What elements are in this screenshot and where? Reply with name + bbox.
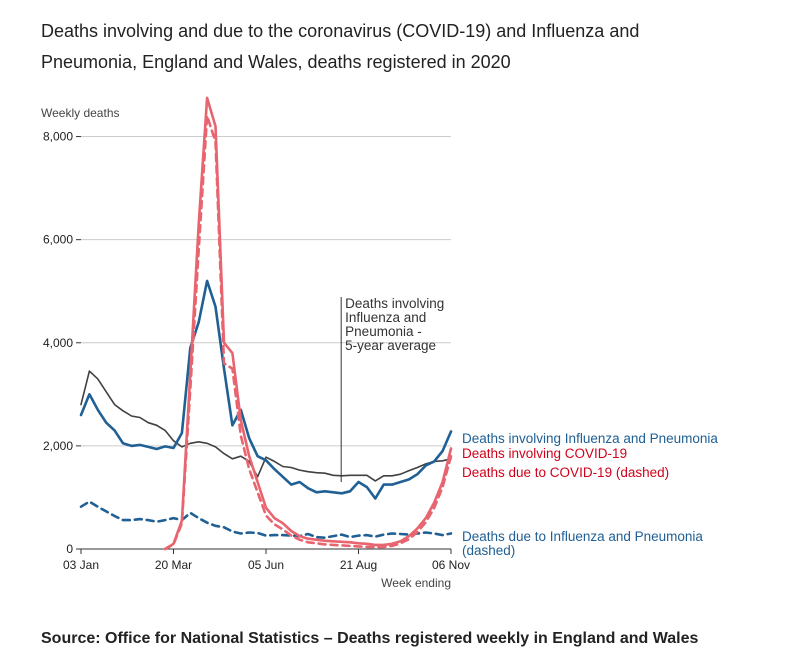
y-tick-label: 4,000: [43, 336, 73, 350]
series-line-deaths-involving-influenza-and-pneumonia: [79, 279, 453, 500]
series-line-deaths-due-to-influenza-and-pneumonia-dashed: [79, 500, 453, 540]
x-tick-label: 06 Nov: [432, 558, 470, 572]
series-line-deaths-due-to-covid-19-dashed: [163, 114, 453, 551]
series-label: Deaths involving Influenza and Pneumonia: [462, 431, 718, 446]
y-tick-label: 0: [66, 542, 73, 556]
annotation-text: Pneumonia -: [345, 324, 422, 339]
y-tick-label: 6,000: [43, 233, 73, 247]
series-label: Deaths involving COVID-19: [462, 446, 627, 461]
annotation-text: Influenza and: [345, 310, 426, 325]
series-line-deaths-involving-covid-19: [163, 96, 453, 551]
x-tick-label: 03 Jan: [63, 558, 99, 572]
series-label: (dashed): [462, 543, 515, 558]
y-tick-label: 2,000: [43, 439, 73, 453]
x-tick-label: 05 Jun: [248, 558, 284, 572]
y-tick-label: 8,000: [43, 130, 73, 144]
annotation-text: 5-year average: [345, 338, 436, 353]
series-label: Deaths due to Influenza and Pneumonia: [462, 529, 703, 544]
chart-title: Deaths involving and due to the coronavi…: [41, 21, 640, 72]
y-axis-label: Weekly deaths: [41, 106, 120, 120]
x-axis-label: Week ending: [381, 576, 451, 590]
source-note: Source: Office for National Statistics –…: [41, 630, 699, 647]
series-label: Deaths due to COVID-19 (dashed): [462, 465, 669, 480]
series-line-deaths-involving-influenza-and-pneumonia-5-year-average: [80, 370, 452, 482]
x-tick-label: 21 Aug: [340, 558, 377, 572]
annotation-text: Deaths involving: [345, 296, 444, 311]
x-tick-label: 20 Mar: [155, 558, 192, 572]
